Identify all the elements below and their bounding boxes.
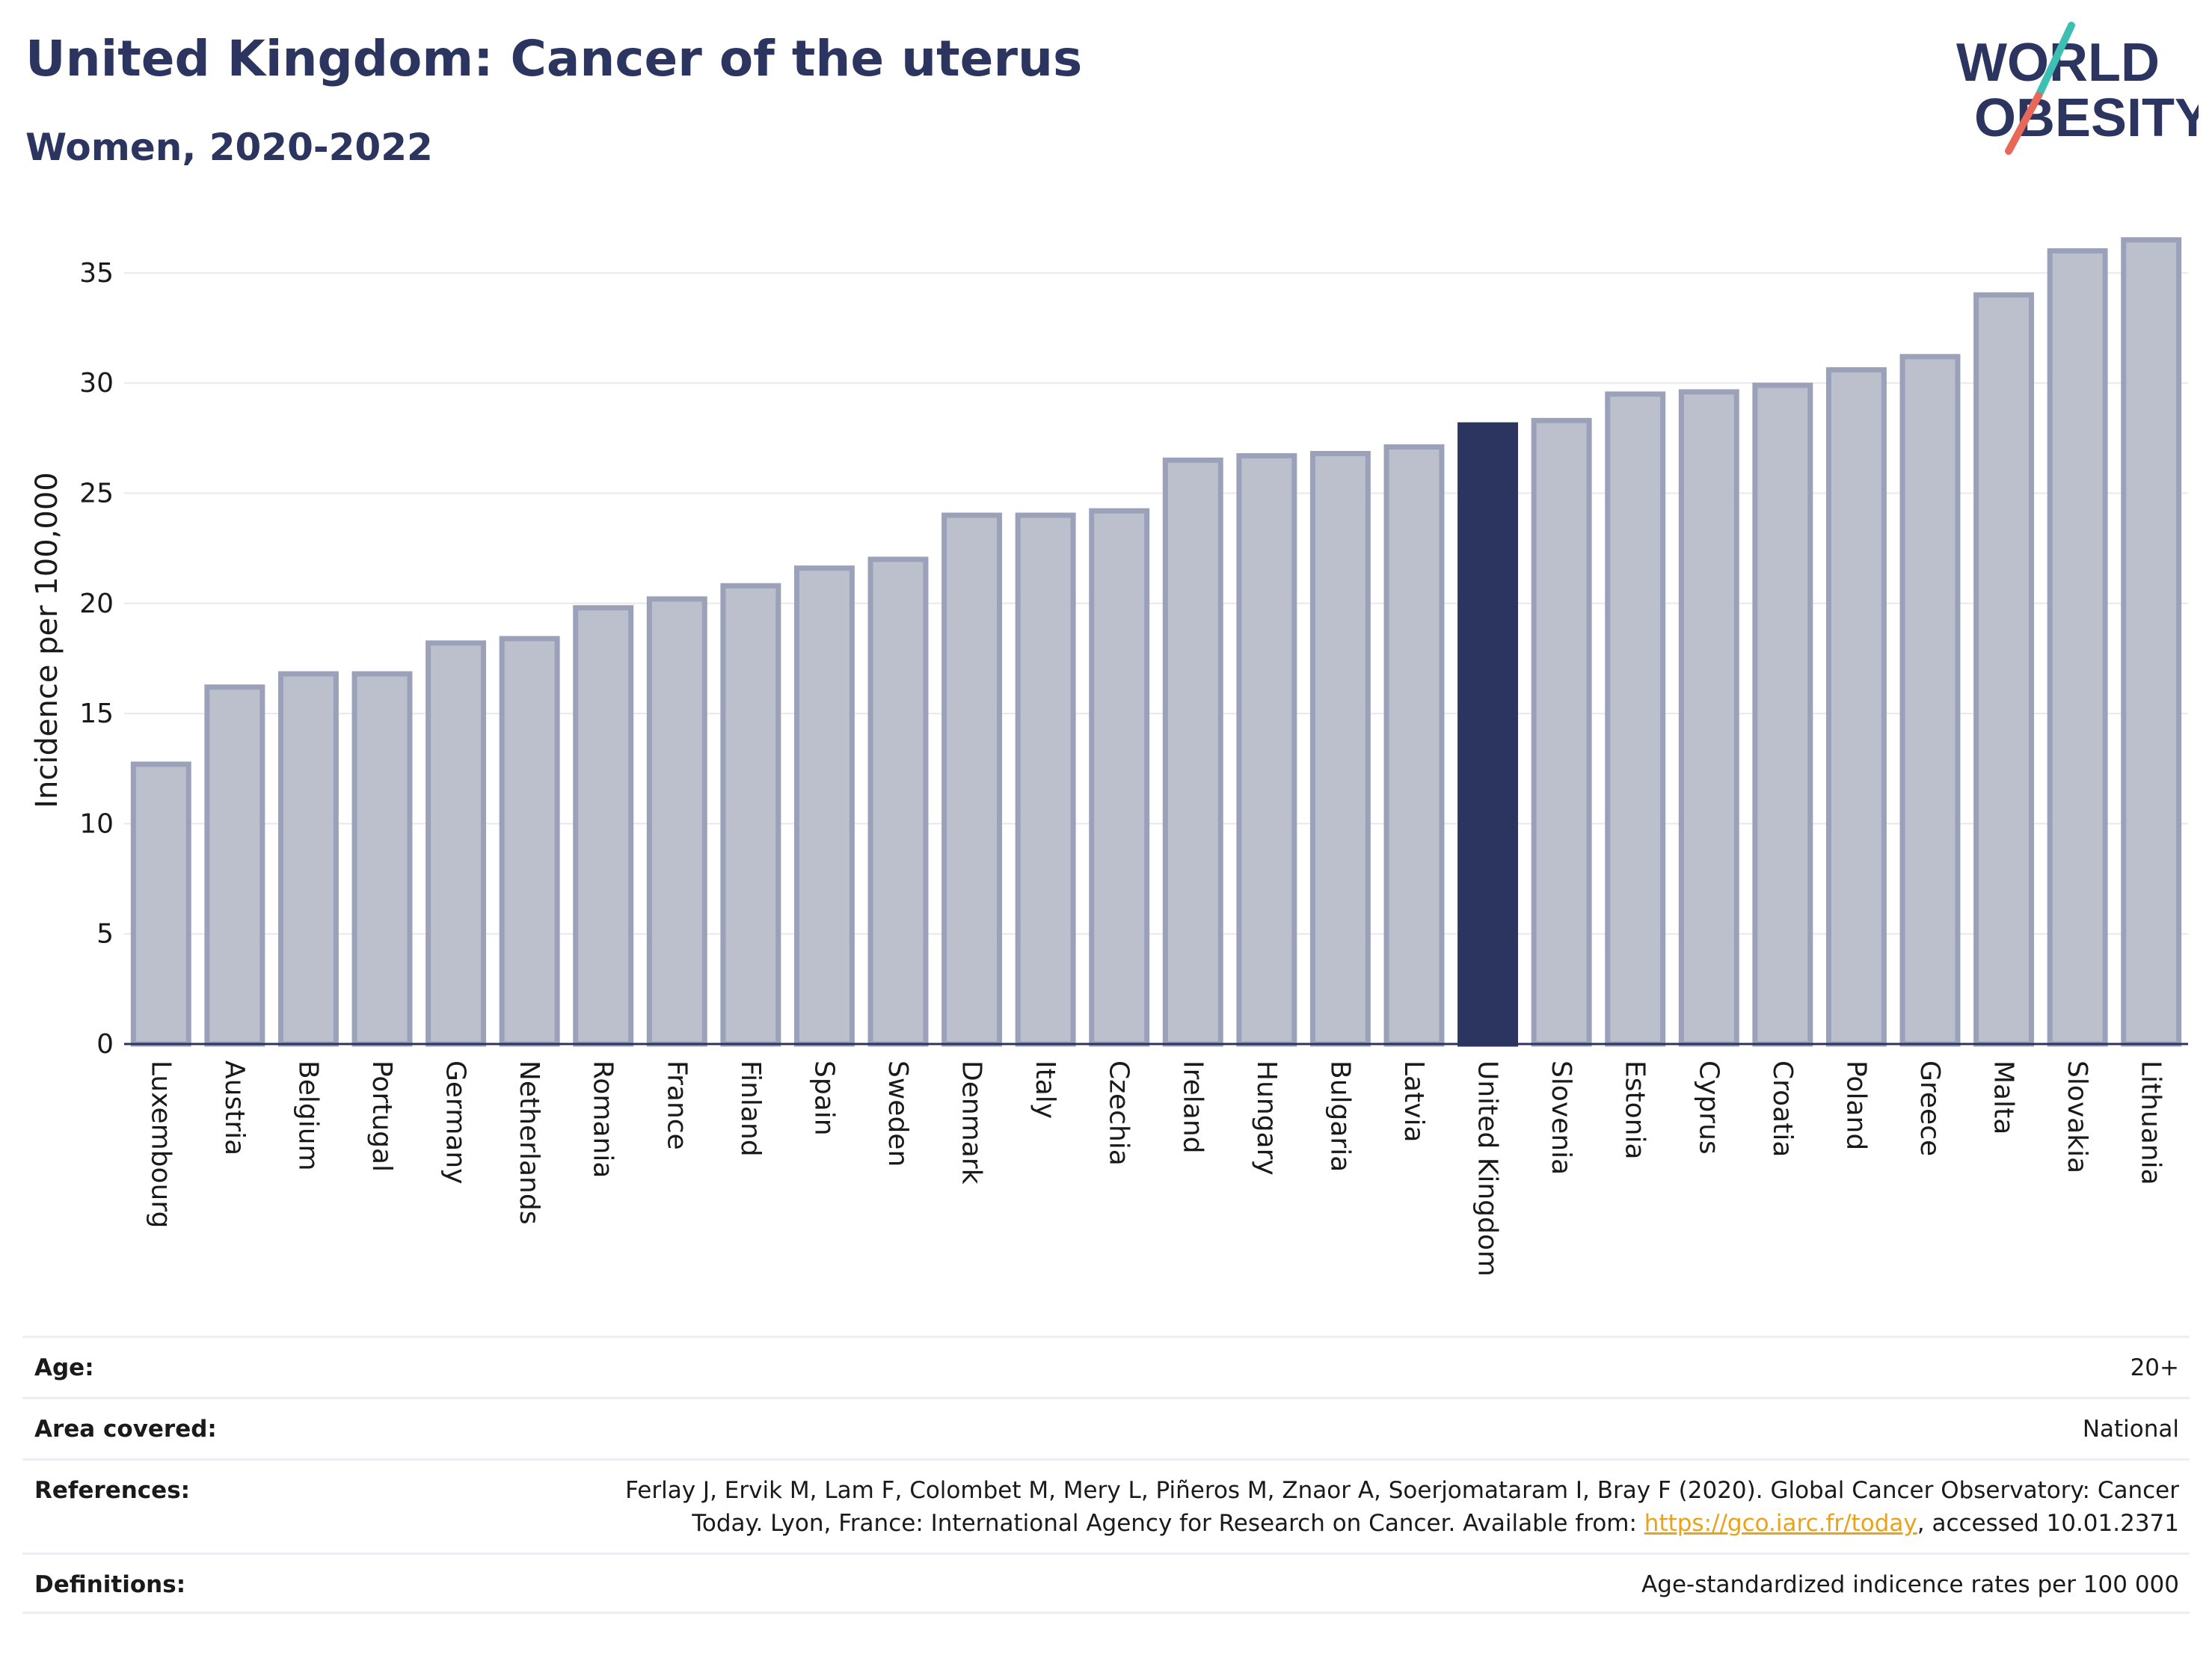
world-obesity-logo: WORLD OBESITY [1956, 22, 2199, 155]
bars [130, 237, 2182, 1047]
bar [425, 640, 487, 1047]
meta-label-definitions: Definitions: [34, 1571, 186, 1598]
x-tick-label: Luxembourg [145, 1060, 176, 1228]
references-line-2-pre: Today. Lyon, France: International Agenc… [692, 1510, 1644, 1537]
bar [720, 583, 781, 1047]
meta-value-definitions: Age-standardized indicence rates per 100… [1641, 1571, 2179, 1598]
bar [941, 512, 1003, 1047]
logo-slash-coral [2005, 92, 2042, 155]
x-tick-label: Malta [1988, 1060, 2019, 1134]
bar [793, 565, 855, 1047]
references-link[interactable]: https://gco.iarc.fr/today [1644, 1510, 1917, 1537]
x-tick-label: Portugal [366, 1060, 397, 1172]
logo-slash-teal [2035, 22, 2075, 99]
meta-row-references: References: Ferlay J, Ervik M, Lam F, Co… [22, 1458, 2190, 1553]
metadata-table: Age: 20+ Area covered: National Referenc… [22, 1336, 2190, 1614]
x-tick-label: Latvia [1398, 1060, 1429, 1143]
bar [1973, 292, 2035, 1047]
bar [1309, 450, 1371, 1047]
x-tick-label: Belgium [292, 1060, 323, 1171]
y-axis-label: Incidence per 100,000 [30, 472, 64, 808]
x-tick-label: Denmark [956, 1060, 987, 1185]
bar [277, 671, 339, 1047]
x-tick-label: Poland [1840, 1060, 1871, 1150]
y-tick-label: 25 [79, 479, 114, 509]
x-tick-label: Slovenia [1546, 1060, 1576, 1175]
bar [1825, 367, 1887, 1047]
meta-row-age: Age: 20+ [22, 1336, 2190, 1397]
chart-subtitle: Women, 2020-2022 [25, 126, 433, 169]
x-tick-label: Slovakia [2062, 1060, 2092, 1173]
bar [1383, 444, 1445, 1047]
x-tick-label: Sweden [882, 1060, 913, 1167]
x-tick-label: Austria [219, 1060, 250, 1155]
y-tick-label: 0 [96, 1029, 114, 1060]
meta-value-age: 20+ [2130, 1354, 2179, 1381]
x-tick-label: Estonia [1620, 1060, 1650, 1160]
x-tick-label: Croatia [1767, 1060, 1798, 1157]
bar [2047, 248, 2108, 1047]
x-tick-label: Romania [588, 1060, 618, 1178]
bar [1162, 457, 1223, 1047]
bar [1605, 391, 1666, 1047]
bar [646, 596, 707, 1047]
meta-value-area: National [2082, 1416, 2179, 1443]
y-tick-label: 15 [79, 698, 114, 729]
bar [1015, 512, 1076, 1047]
meta-value-references: Ferlay J, Ervik M, Lam F, Colombet M, Me… [625, 1474, 2190, 1540]
x-tick-label: Italy [1030, 1060, 1060, 1119]
x-tick-label: Finland [735, 1060, 766, 1157]
x-tick-label: Ireland [1177, 1060, 1208, 1154]
y-tick-label: 20 [79, 589, 114, 619]
meta-label-age: Age: [34, 1354, 94, 1381]
x-tick-label: Cyprus [1693, 1060, 1724, 1155]
bar [204, 684, 265, 1047]
x-tick-label: Netherlands [514, 1060, 544, 1224]
bar [1752, 382, 1813, 1047]
x-tick-label: Hungary [1251, 1060, 1282, 1176]
bar [867, 556, 929, 1047]
x-tick-label: Spain [808, 1060, 839, 1136]
meta-label-area: Area covered: [34, 1416, 217, 1443]
bar-chart: 0 5 10 15 20 25 30 35 Incidence per 100,000 Luxem… [30, 237, 2188, 1277]
meta-row-area: Area covered: National [22, 1397, 2190, 1458]
chart-title: United Kingdom: Cancer of the uterus [25, 30, 1083, 87]
bar [1089, 508, 1150, 1047]
bar [351, 671, 413, 1047]
meta-label-references: References: [34, 1477, 191, 1504]
bar [1531, 417, 1592, 1047]
x-tick-label: United Kingdom [1472, 1060, 1503, 1277]
x-tick-label: Bulgaria [1324, 1060, 1355, 1172]
x-tick-label: Greece [1914, 1060, 1945, 1156]
bar [1899, 354, 1961, 1047]
references-line-1: Ferlay J, Ervik M, Lam F, Colombet M, Me… [625, 1477, 2179, 1504]
references-line-2-post: , accessed 10.01.2371 [1917, 1510, 2179, 1537]
bar [499, 636, 560, 1047]
y-tick-label: 5 [96, 919, 114, 950]
x-tick-label: Lithuania [2136, 1060, 2166, 1185]
y-tick-label: 10 [79, 808, 114, 839]
x-tick-label: Czechia [1104, 1060, 1134, 1166]
meta-row-definitions: Definitions: Age-standardized indicence … [22, 1553, 2190, 1614]
y-tick-label: 35 [79, 258, 114, 289]
bar [573, 605, 634, 1047]
bar [130, 761, 191, 1047]
bar [1678, 389, 1739, 1047]
x-tick-label: Germany [440, 1060, 471, 1184]
tick-labels: 0 5 10 15 20 25 30 35 Incidence per 100,000 Luxem… [30, 258, 2166, 1277]
bar [2121, 237, 2182, 1047]
x-tick-label: France [661, 1060, 692, 1150]
y-tick-label: 30 [79, 368, 114, 399]
bar [1457, 422, 1519, 1047]
bar [1236, 452, 1297, 1047]
